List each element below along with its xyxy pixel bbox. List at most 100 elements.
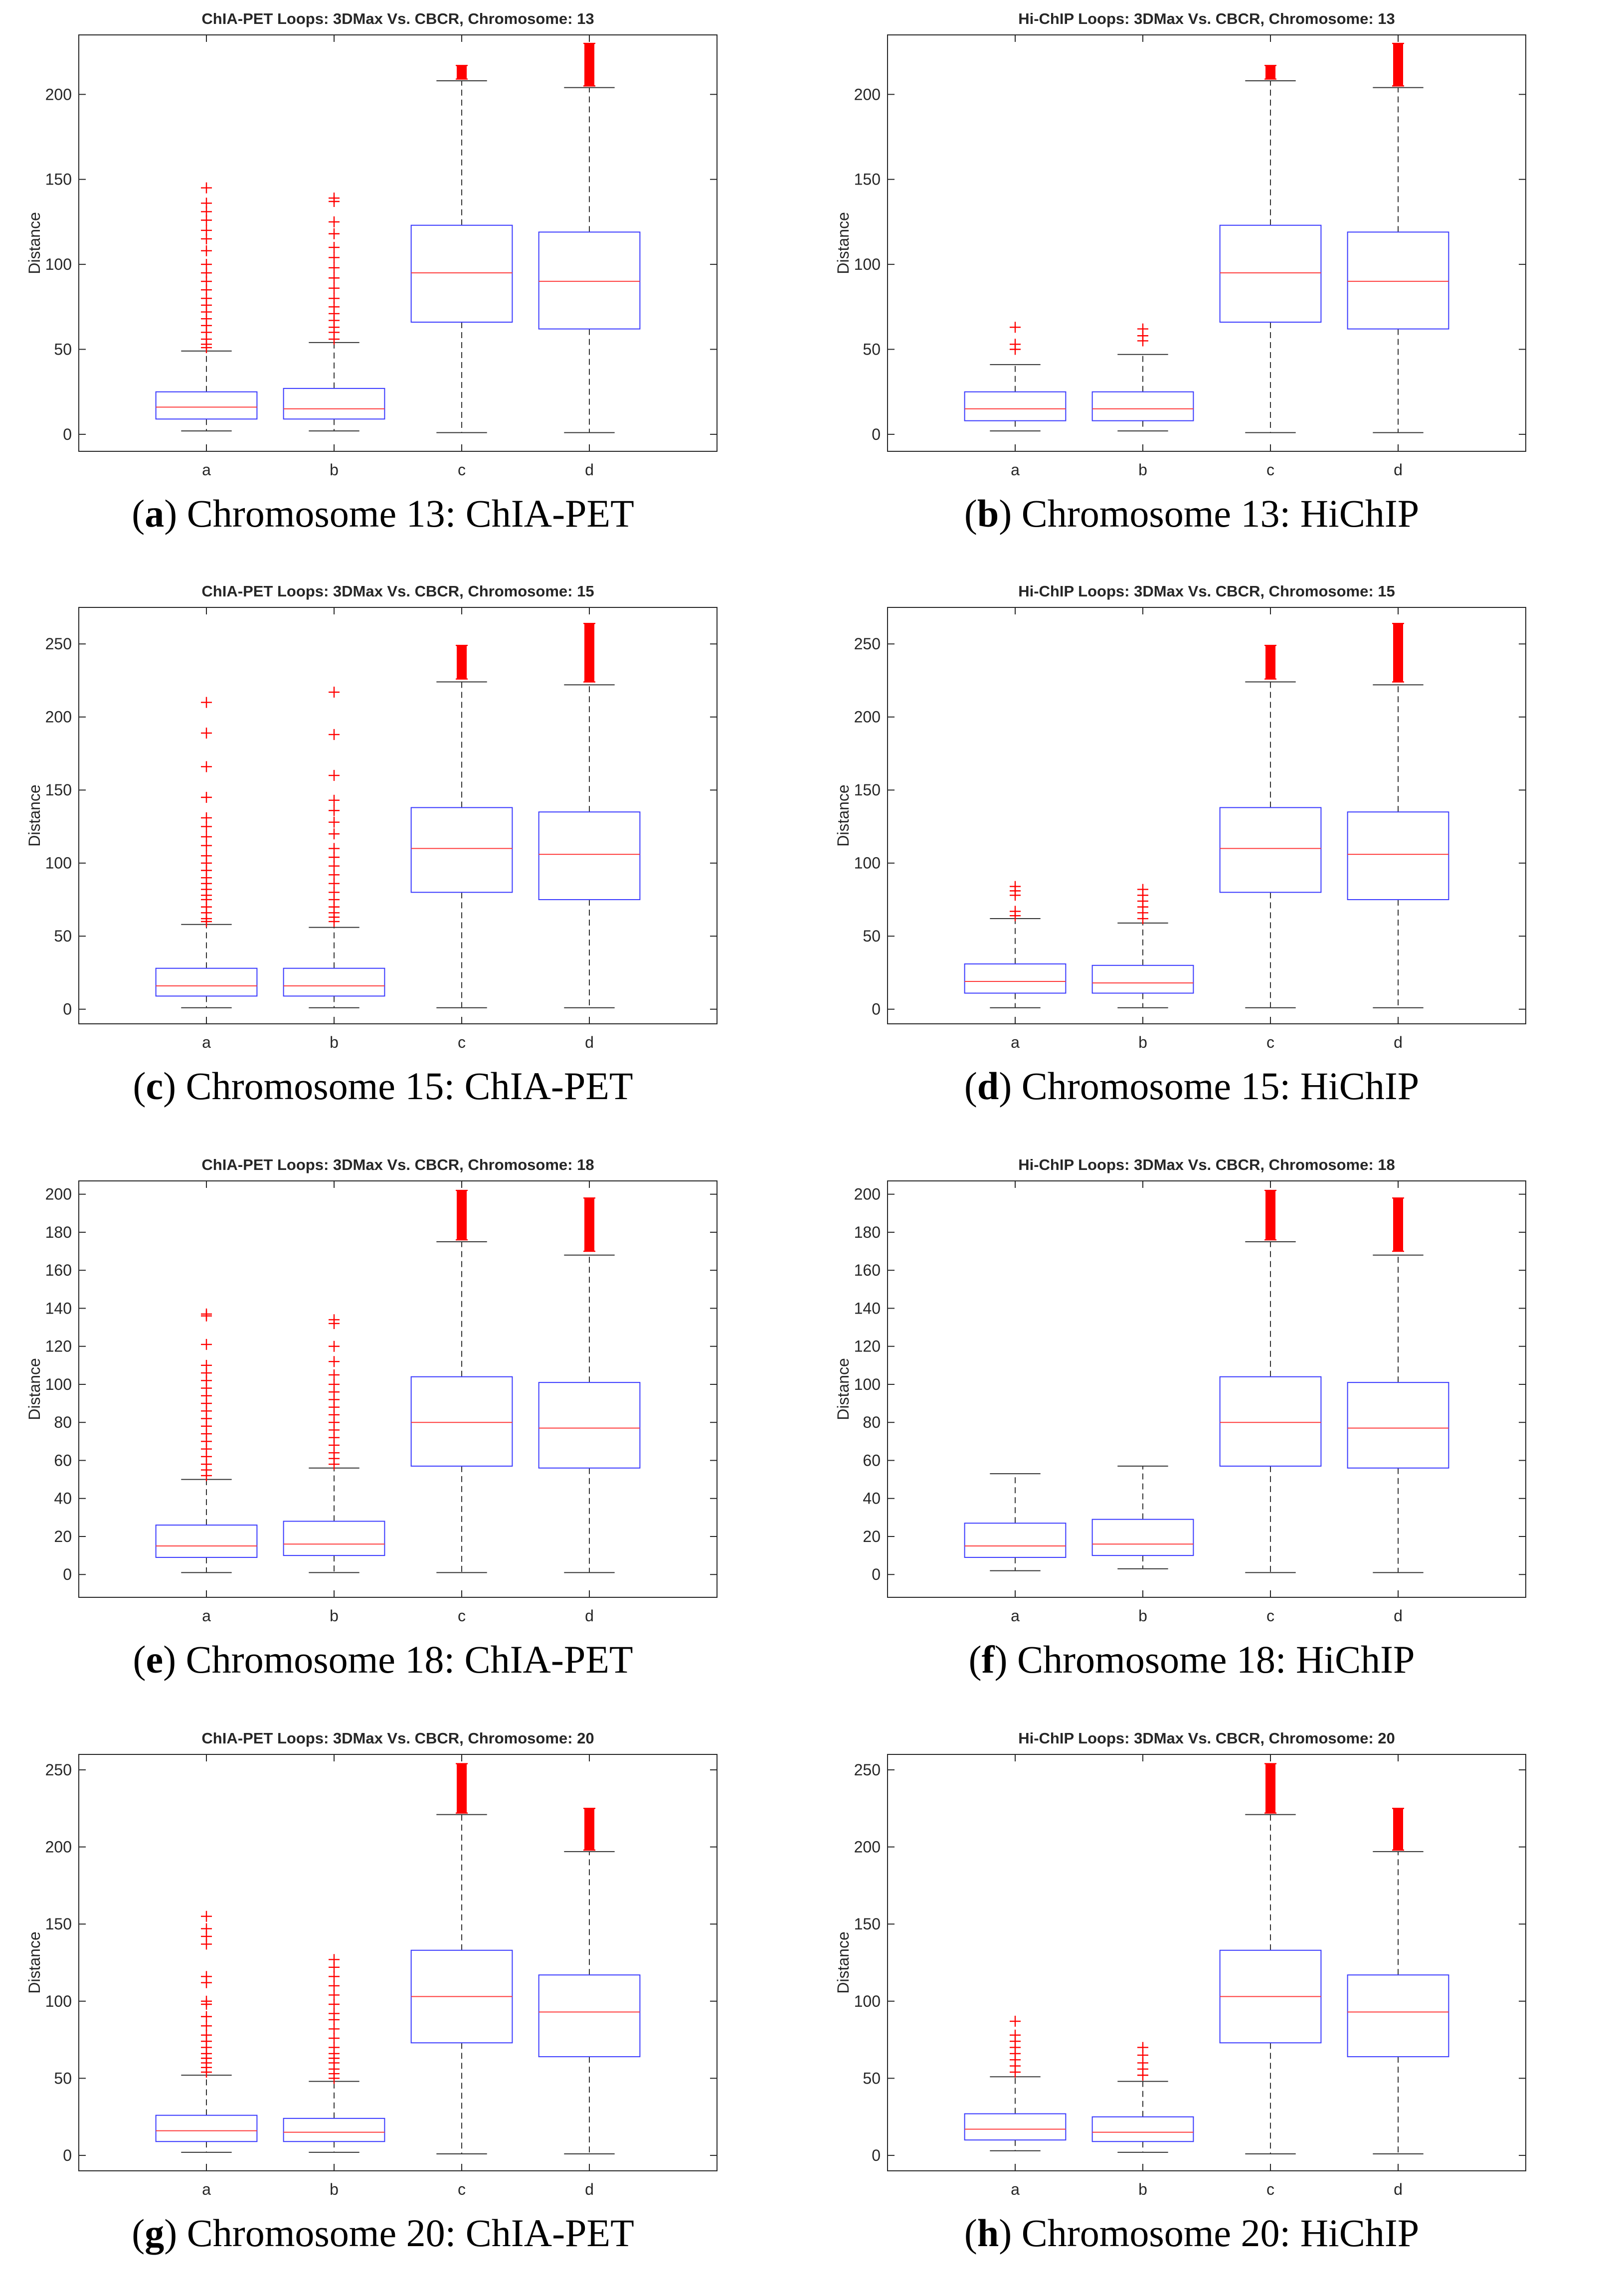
iqr-box <box>410 224 513 323</box>
y-tick-label: 0 <box>63 2146 72 2164</box>
chart-title: Hi-ChIP Loops: 3DMax Vs. CBCR, Chromosom… <box>1018 1156 1395 1173</box>
outlier-marker <box>201 727 212 739</box>
outlier-marker <box>201 791 212 803</box>
y-axis-label: Distance <box>25 1931 43 1994</box>
axes-frame <box>78 34 718 452</box>
outlier-marker <box>329 1369 340 1380</box>
outlier-marker <box>201 761 212 772</box>
iqr-box <box>1091 391 1194 421</box>
outlier-marker <box>201 1359 212 1371</box>
x-tick-label: c <box>458 2180 466 2198</box>
panel-c: ChIA-PET Loops: 3DMax Vs. CBCR, Chromoso… <box>4 573 762 1131</box>
y-tick-label: 150 <box>45 1915 72 1933</box>
iqr-box <box>964 1523 1067 1558</box>
panel-b: Hi-ChIP Loops: 3DMax Vs. CBCR, Chromosom… <box>813 0 1571 559</box>
iqr-box <box>964 2113 1067 2141</box>
outlier-marker <box>329 1989 340 2001</box>
box-c <box>1219 1763 1322 2154</box>
box-b <box>283 192 385 432</box>
y-tick-label: 200 <box>45 85 72 103</box>
x-tick-label: b <box>1138 1033 1147 1051</box>
y-tick-label: 100 <box>45 854 72 872</box>
y-tick-label: 200 <box>45 1838 72 1856</box>
outlier-marker <box>201 2020 212 2032</box>
caption-text: Chromosome 13: HiChIP <box>1021 492 1420 535</box>
iqr-box <box>155 1525 258 1558</box>
x-tick-label: a <box>1011 461 1020 479</box>
outlier-marker <box>201 1339 212 1350</box>
outlier-band <box>584 623 594 682</box>
outlier-marker <box>329 816 340 828</box>
outlier-marker <box>329 729 340 740</box>
box-c <box>1219 644 1322 1008</box>
outlier-marker <box>1137 323 1148 335</box>
y-tick-label: 50 <box>54 927 72 945</box>
y-tick-label: 80 <box>54 1413 72 1431</box>
box-b <box>1091 1465 1194 1569</box>
outlier-marker <box>201 697 212 708</box>
caption-letter: b <box>977 492 999 535</box>
box-b <box>283 1314 385 1573</box>
outlier-marker <box>329 1378 340 1390</box>
axes-frame <box>887 1754 1526 2171</box>
caption-text: Chromosome 18: ChIA-PET <box>185 1638 633 1681</box>
iqr-box <box>155 967 258 997</box>
outlier-band <box>457 1190 467 1240</box>
iqr-box <box>538 1382 641 1469</box>
axes-frame <box>78 1754 718 2171</box>
x-tick-label: d <box>1394 1033 1403 1051</box>
outlier-marker <box>1010 339 1021 350</box>
y-tick-label: 200 <box>854 85 881 103</box>
y-tick-label: 250 <box>45 635 72 653</box>
box-c <box>410 1189 513 1573</box>
y-axis-label: Distance <box>834 784 852 847</box>
y-tick-label: 20 <box>863 1528 881 1545</box>
y-tick-label: 60 <box>863 1451 881 1469</box>
outlier-band <box>457 645 467 679</box>
x-tick-label: c <box>458 1607 466 1625</box>
y-axis-label: Distance <box>25 1358 43 1420</box>
outlier-band <box>1265 1763 1275 1813</box>
box-a <box>964 322 1067 432</box>
y-tick-label: 20 <box>54 1528 72 1545</box>
outlier-marker <box>329 216 340 227</box>
outlier-marker <box>201 182 212 193</box>
outlier-marker <box>329 282 340 294</box>
outlier-marker <box>329 228 340 239</box>
iqr-box <box>1219 224 1322 323</box>
outlier-marker <box>329 843 340 854</box>
y-tick-label: 150 <box>854 781 881 799</box>
y-tick-label: 40 <box>863 1490 881 1508</box>
iqr-box <box>1347 231 1449 330</box>
x-tick-label: d <box>585 2180 594 2198</box>
y-tick-label: 0 <box>63 425 72 443</box>
boxplot-chart-c: ChIA-PET Loops: 3DMax Vs. CBCR, Chromoso… <box>25 582 718 1051</box>
y-tick-label: 100 <box>45 255 72 273</box>
box-a <box>964 1473 1067 1571</box>
outlier-marker <box>329 1954 340 1965</box>
outlier-marker <box>329 769 340 781</box>
x-tick-label: c <box>1266 2180 1274 2198</box>
box-c <box>1219 65 1322 433</box>
outlier-marker <box>329 2008 340 2019</box>
x-tick-label: d <box>585 1033 594 1051</box>
box-d <box>1347 42 1449 433</box>
outlier-marker <box>1010 2016 1021 2027</box>
boxplot-chart-d: Hi-ChIP Loops: 3DMax Vs. CBCR, Chromosom… <box>834 582 1526 1051</box>
iqr-box <box>1091 964 1194 994</box>
box-c <box>410 644 513 1008</box>
axes-frame <box>887 34 1526 452</box>
outlier-marker <box>201 831 212 842</box>
x-tick-label: d <box>1394 1607 1403 1625</box>
box-b <box>1091 323 1194 432</box>
caption-text: Chromosome 18: HiChIP <box>1017 1638 1415 1681</box>
outlier-marker <box>201 1911 212 1922</box>
panel-h: Hi-ChIP Loops: 3DMax Vs. CBCR, Chromosom… <box>813 1720 1571 2278</box>
x-tick-label: b <box>330 1607 339 1625</box>
outlier-marker <box>329 686 340 698</box>
box-b <box>283 686 385 1008</box>
caption-text: Chromosome 15: HiChIP <box>1021 1064 1420 1108</box>
outlier-marker <box>329 828 340 840</box>
box-d <box>538 1808 641 2154</box>
